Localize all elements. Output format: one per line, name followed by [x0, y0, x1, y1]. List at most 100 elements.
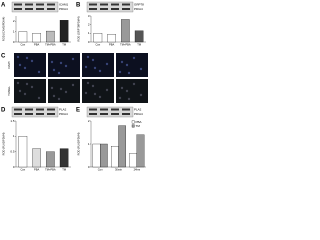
blot-label: PDIA4	[134, 112, 143, 116]
nucleus	[91, 84, 95, 88]
bar	[107, 34, 116, 43]
blot	[86, 106, 134, 118]
band	[122, 108, 130, 111]
nucleus	[71, 57, 75, 61]
blot-label: PLA2	[59, 107, 67, 111]
band	[25, 3, 33, 6]
band	[36, 3, 44, 6]
bar	[100, 143, 108, 168]
nucleus	[125, 89, 129, 93]
legend-swatch	[131, 120, 135, 124]
micrograph	[116, 53, 148, 77]
blot-label: ICAM1	[59, 2, 69, 6]
nucleus	[57, 71, 61, 75]
micrograph	[48, 79, 80, 103]
nucleus	[118, 70, 122, 74]
band	[14, 113, 22, 115]
bar	[32, 148, 41, 168]
band	[111, 113, 119, 115]
y-tick-label: 1	[88, 31, 90, 35]
band	[36, 113, 44, 115]
x-tick-label: TM	[62, 168, 66, 172]
bar	[118, 125, 126, 168]
legend-label: PBA	[136, 120, 142, 124]
band	[47, 8, 55, 10]
y-tick-label: 2	[13, 19, 15, 23]
y-tick-label: 0	[88, 165, 90, 169]
band	[111, 108, 119, 111]
nucleus	[18, 89, 22, 93]
nucleus	[125, 63, 129, 67]
x-tick-label: TM+PBA	[120, 43, 131, 47]
blot	[11, 106, 59, 118]
nucleus	[23, 92, 27, 96]
bar	[59, 148, 69, 168]
band	[25, 108, 33, 111]
nucleus	[127, 97, 131, 101]
y-tick-label: 2	[88, 119, 90, 123]
nucleus	[37, 96, 41, 100]
nucleus	[71, 83, 75, 87]
x-tick-label: PBA	[34, 168, 39, 172]
micrograph	[48, 53, 80, 77]
x-tick-label: TM	[137, 43, 141, 47]
nucleus	[132, 82, 136, 86]
band	[89, 3, 97, 6]
band	[100, 113, 108, 115]
nucleus	[25, 82, 29, 86]
nucleus	[98, 69, 102, 73]
nucleus	[59, 87, 63, 91]
legend-swatch	[131, 124, 135, 128]
nucleus	[93, 66, 97, 70]
y-tick-label: 1	[13, 29, 15, 33]
x-tick-label: Con	[98, 168, 103, 172]
nucleus	[23, 66, 27, 70]
nucleus	[84, 65, 88, 69]
y-tick-label: 0	[13, 165, 15, 169]
x-tick-label: Con	[95, 43, 100, 47]
nucleus	[64, 64, 68, 68]
x-tick-label: TM+PBA	[45, 168, 56, 172]
legend-label: TM	[136, 124, 141, 128]
band	[122, 8, 130, 10]
band	[89, 8, 97, 10]
row-label: TUNEL	[7, 86, 11, 96]
band	[100, 108, 108, 111]
nucleus	[37, 70, 41, 74]
bar	[134, 30, 144, 43]
nucleus	[132, 56, 136, 60]
row-label: DAPI	[7, 61, 11, 68]
nucleus	[18, 63, 22, 67]
band	[111, 8, 119, 10]
panel-label: A	[1, 3, 6, 9]
x-tick-label: Con	[20, 43, 25, 47]
band	[100, 8, 108, 10]
nucleus	[50, 86, 54, 90]
bar	[46, 30, 55, 43]
y-tick-label: 0	[88, 40, 90, 44]
nucleus	[105, 62, 109, 66]
band	[36, 8, 44, 10]
y-axis-label: ROD (PLA2/PDIA4)	[2, 132, 6, 155]
band	[14, 3, 22, 6]
nucleus	[64, 90, 68, 94]
micrograph	[82, 53, 114, 77]
y-tick-label: 0.5	[10, 149, 15, 153]
nucleus	[120, 86, 124, 90]
nucleus	[86, 81, 90, 85]
band	[47, 3, 55, 6]
nucleus	[127, 71, 131, 75]
band	[47, 108, 55, 111]
x-tick-label: TM	[62, 43, 66, 47]
y-axis-label: ROD (PLA2/PDIA4)	[77, 132, 81, 155]
x-tick-label: 30min	[115, 168, 123, 172]
y-tick-label: 1	[88, 142, 90, 146]
blot-label: GRP78	[134, 2, 144, 6]
nucleus	[25, 56, 29, 60]
band	[100, 3, 108, 6]
blot-label: PDIA4	[134, 7, 143, 11]
panel-label: D	[1, 108, 6, 114]
nucleus	[118, 96, 122, 100]
bar	[121, 19, 130, 43]
